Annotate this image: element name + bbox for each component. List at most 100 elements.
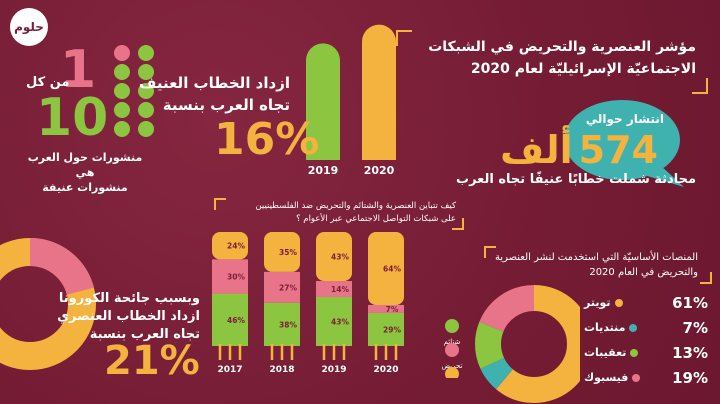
ratio-dot (138, 102, 154, 118)
corona-donut-slice (0, 238, 96, 370)
platform-legend-swatch (629, 323, 638, 332)
ratio-caption: منشورات حول العرب هي منشورات عنيفة (20, 150, 150, 195)
stacked-tick-2018: 2018 (269, 365, 294, 375)
ratio-dot (114, 121, 130, 137)
header-title-line1: مؤشر العنصرية والتحريض في الشبكات (428, 39, 696, 55)
platform-legend-label: تعقيبات (584, 346, 639, 359)
platform-legend-value: 61% (672, 293, 708, 312)
speech-prefix: انتشار حوالي (585, 112, 664, 126)
platform-legend-value: 13% (672, 343, 708, 362)
stacked-label-2018-seg0: 38% (279, 320, 297, 329)
growth-line1: ازداد الخطاب العنيف (138, 74, 290, 92)
ratio-one: 1 (60, 40, 97, 100)
stacked-chart-title: كيف تتباين العنصرية والشتائم والتحريض ضد… (222, 200, 456, 226)
stacked-bar-2018-seg1 (264, 271, 300, 303)
stacked-bar-2017-seg1 (212, 259, 248, 294)
stacked-label-2018-seg1: 27% (279, 283, 297, 292)
header-corner-bottom-right (692, 78, 708, 94)
platforms-title-corner-right (700, 272, 712, 284)
stacked-title-line1: كيف تتباين العنصرية والشتائم والتحريض ضد… (255, 201, 456, 211)
platform-slice-2 (475, 285, 580, 403)
corona-line2: ازداد الخطاب العنصري (57, 309, 200, 324)
stacked-legend-swatch-0 (445, 319, 459, 333)
platforms-title-corner-left (484, 246, 496, 258)
platform-legend-row: فيسبوك 19% (584, 365, 708, 390)
stacked-bar-2018-seg2 (264, 232, 300, 272)
speech-bubble-shape (564, 100, 684, 187)
ratio-dot (138, 45, 154, 61)
growth-line2: تجاه العرب بنسبة (162, 96, 290, 114)
ratio-caption-line2: منشورات عنيفة (42, 181, 128, 194)
growth-percent: 16% (214, 114, 320, 165)
stacked-tick-2020: 2020 (373, 365, 398, 375)
ratio-from-each: من كل (26, 75, 70, 90)
platform-legend-label: منتديات (584, 321, 638, 334)
stacked-label-2018-seg2: 35% (279, 248, 297, 257)
stacked-bar-2019-seg0 (316, 296, 352, 346)
stacked-bar-2020-seg0 (368, 312, 404, 346)
stacked-bar-chart: 46% 30% 24% 2017 38% 27% 35% 2018 43% 14% 43% 2019 2… (212, 232, 463, 378)
stacked-legend-label-0: شتائم (444, 338, 461, 346)
stacked-label-2020-seg1: 7% (386, 305, 399, 314)
stacked-legend-swatch-2 (445, 367, 459, 378)
stacked-title-line2: على شبكات التواصل الاجتماعي عبر الأعوام … (296, 214, 456, 224)
stacked-label-2019-seg0: 43% (331, 317, 349, 326)
growth-bar-base-2019 (306, 144, 340, 160)
stacked-bar-2018-seg0 (264, 302, 300, 346)
header-corner-top-left (396, 30, 412, 46)
platform-legend-row: منتديات 7% (584, 315, 708, 340)
speech-figure: 574 ألف (500, 128, 658, 172)
ratio-dot (114, 45, 130, 61)
ratio-dot (138, 121, 154, 137)
platform-legend-value: 7% (682, 318, 708, 337)
header-title: مؤشر العنصرية والتحريض في الشبكات الاجتم… (396, 36, 696, 80)
ratio-ten: 10 (36, 88, 109, 148)
speech-unit: ألف (500, 128, 573, 172)
platform-legend-swatch (630, 348, 639, 357)
growth-bar-2020 (362, 24, 396, 160)
stacked-bar-2019-seg1 (316, 281, 352, 297)
platforms-title: المنصات الأساسيّة التي استخدمت لنشر العن… (478, 250, 698, 280)
platforms-donut-chart (475, 285, 580, 403)
platform-legend-row: تويتر 61% (584, 290, 708, 315)
ratio-dots (114, 45, 154, 137)
ratio-dot (114, 83, 130, 99)
platforms-title-line1: المنصات الأساسيّة التي استخدمت لنشر العن… (494, 252, 698, 263)
stacked-legend-label-1: تحريض (442, 362, 463, 370)
ratio-dot (114, 64, 130, 80)
platform-slice-3 (475, 285, 580, 403)
stacked-bar-2020-seg1 (368, 304, 404, 313)
platform-legend-row: تعقيبات 13% (584, 340, 708, 365)
stacked-bar-2020-seg2 (368, 232, 404, 305)
growth-bar-2019 (306, 43, 340, 160)
platform-legend-swatch (614, 298, 623, 307)
growth-tick-2020: 2020 (364, 164, 395, 177)
stacked-bar-2017-seg2 (212, 232, 248, 260)
platform-legend-label: تويتر (584, 296, 623, 309)
stacked-legend-swatch-1 (445, 343, 459, 357)
platforms-title-line2: والتحريض في العام 2020 (589, 267, 698, 278)
logo: حلوم (10, 8, 48, 46)
stacked-bar-2019-seg2 (316, 232, 352, 282)
stacked-tick-2019: 2019 (321, 365, 346, 375)
corona-donut (0, 238, 96, 370)
logo-text: حلوم (14, 20, 44, 34)
corona-line3: تجاه العرب بنسبة (89, 327, 200, 342)
speech-number: 574 (578, 128, 658, 172)
stacked-title-corner-left (214, 198, 226, 210)
stacked-label-2019-seg1: 14% (331, 285, 349, 294)
growth-bar-chart: 2019 2020 (306, 24, 396, 177)
speech-caption: محادثة شملت خطابًا عنيفًا تجاه العرب (456, 172, 696, 187)
stacked-label-2017-seg0: 46% (227, 316, 245, 325)
stacked-label-2020-seg2: 64% (383, 264, 401, 273)
ratio-dot (114, 102, 130, 118)
header-title-line2: الاجتماعيّة الإسرائيليّة لعام 2020 (470, 61, 696, 77)
corona-text: وبسبب جائحة الكورونا ازداد الخطاب العنصر… (40, 290, 200, 344)
platforms-legend: تويتر 61% منتديات 7% تعقيبات 13% فيسبوك 19% (584, 290, 708, 390)
platform-legend-label: فيسبوك (584, 371, 641, 384)
stacked-label-2017-seg2: 24% (227, 242, 245, 251)
platform-legend-swatch (632, 373, 641, 382)
growth-bar-base-2020 (362, 144, 396, 160)
corona-line1: وبسبب جائحة الكورونا (58, 291, 200, 306)
